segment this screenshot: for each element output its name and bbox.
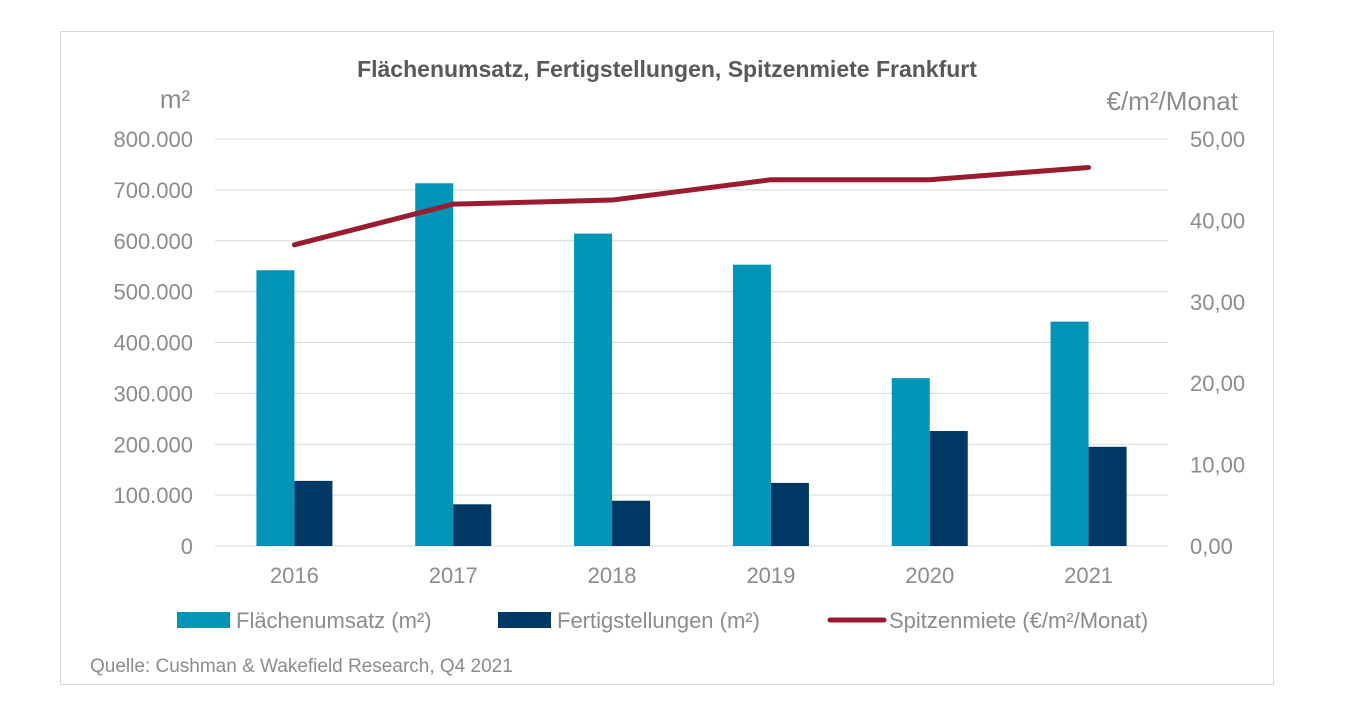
chart-title: Flächenumsatz, Fertigstellungen, Spitzen… <box>357 56 977 82</box>
x-axis-ticks: 2016 2017 2018 2019 2020 2021 <box>270 563 1113 588</box>
legend-swatch-0 <box>177 612 230 628</box>
gridlines <box>215 138 1168 547</box>
y-tick-label: 700.000 <box>113 178 193 203</box>
bar-flaechenumsatz-2019 <box>732 264 771 546</box>
x-tick-label: 2016 <box>270 563 319 588</box>
bar-fertigstellungen-2016 <box>294 480 333 546</box>
y-tick-label: 0 <box>181 534 193 559</box>
bar-fertigstellungen-2020 <box>929 431 968 546</box>
y-tick-label: 300.000 <box>113 381 193 406</box>
bar-flaechenumsatz-2016 <box>256 270 295 546</box>
line-spitzenmiete <box>291 164 1092 248</box>
bar-fertigstellungen-2021 <box>1088 446 1127 546</box>
rent-line <box>291 164 1092 248</box>
legend: Flächenumsatz (m²) Fertigstellungen (m²) S… <box>177 608 1148 633</box>
legend-label-2: Spitzenmiete (€/m²/Monat) <box>889 608 1148 633</box>
y-tick-label: 100.000 <box>113 483 193 508</box>
y2-tick-label: 30,00 <box>1190 290 1245 315</box>
x-tick-label: 2018 <box>588 563 637 588</box>
y2-tick-label: 10,00 <box>1190 453 1245 478</box>
y2-tick-label: 50,00 <box>1190 127 1245 152</box>
y2-axis-ticks: 0,00 10,00 20,00 30,00 40,00 50,00 <box>1190 127 1245 559</box>
x-tick-label: 2017 <box>429 563 478 588</box>
bar-flaechenumsatz-2017 <box>415 183 454 547</box>
source-note: Quelle: Cushman & Wakefield Research, Q4… <box>90 656 513 677</box>
y2-tick-label: 40,00 <box>1190 208 1245 233</box>
y-tick-label: 200.000 <box>113 432 193 457</box>
y-tick-label: 600.000 <box>113 229 193 254</box>
bars <box>256 183 1127 547</box>
bar-fertigstellungen-2019 <box>770 482 809 546</box>
y2-axis-unit-label: €/m²/Monat <box>1107 86 1239 116</box>
y-tick-label: 400.000 <box>113 331 193 356</box>
y2-tick-label: 20,00 <box>1190 371 1245 396</box>
legend-label-1: Fertigstellungen (m²) <box>557 608 760 633</box>
legend-swatch-1 <box>498 612 551 628</box>
bar-flaechenumsatz-2020 <box>891 378 930 546</box>
x-tick-label: 2020 <box>905 563 954 588</box>
y-axis-ticks: 0 100.000 200.000 300.000 400.000 500.000 600.… <box>113 127 193 559</box>
x-tick-label: 2021 <box>1064 563 1113 588</box>
y-tick-label: 800.000 <box>113 127 193 152</box>
y-tick-label: 500.000 <box>113 280 193 305</box>
bar-fertigstellungen-2018 <box>612 500 651 546</box>
legend-label-0: Flächenumsatz (m²) <box>236 608 432 633</box>
bar-fertigstellungen-2017 <box>453 504 492 546</box>
x-tick-label: 2019 <box>746 563 795 588</box>
bar-flaechenumsatz-2021 <box>1050 321 1089 546</box>
y-axis-unit-label: m² <box>160 84 191 114</box>
y2-tick-label: 0,00 <box>1190 534 1233 559</box>
bar-flaechenumsatz-2018 <box>574 233 613 546</box>
